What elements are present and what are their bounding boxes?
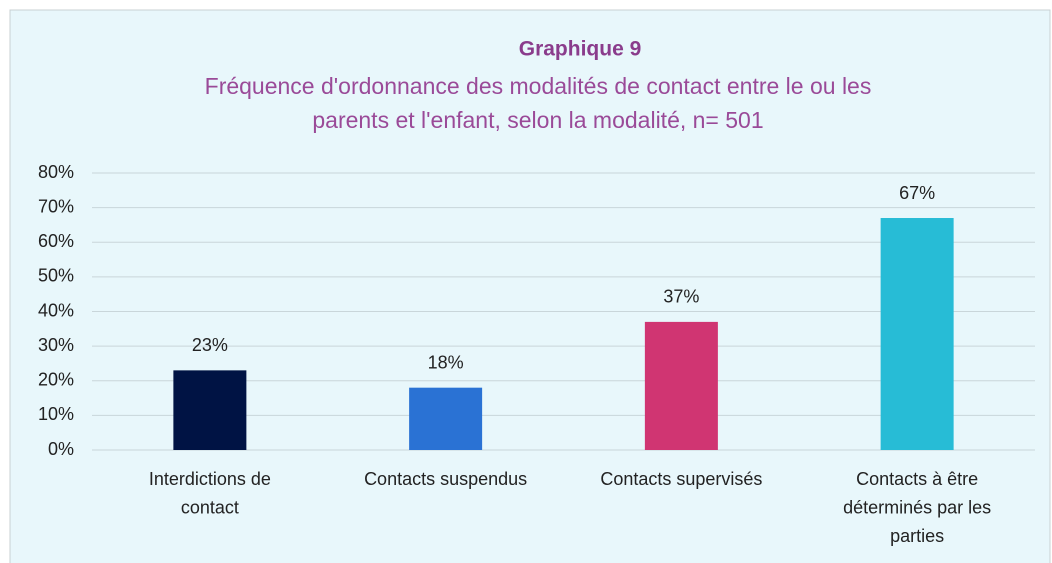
value-label: 37%	[663, 287, 699, 307]
bar	[880, 218, 954, 450]
y-tick-label: 20%	[38, 370, 74, 390]
value-label: 67%	[899, 183, 935, 203]
x-tick-label: Contacts supervisés	[600, 469, 762, 489]
value-label: 18%	[428, 352, 464, 372]
bar	[173, 370, 247, 450]
y-tick-label: 80%	[38, 162, 74, 182]
y-tick-label: 60%	[38, 231, 74, 251]
y-tick-label: 10%	[38, 404, 74, 424]
chart-subtitle: Fréquence d'ordonnance des modalités de …	[205, 73, 872, 133]
x-tick-label: Contacts à être déterminés par les parties	[843, 469, 991, 546]
value-label: 23%	[192, 335, 228, 355]
bar	[644, 321, 718, 450]
y-tick-label: 30%	[38, 335, 74, 355]
y-tick-label: 0%	[48, 439, 74, 459]
x-tick-label: Contacts suspendus	[364, 469, 527, 489]
y-tick-label: 40%	[38, 300, 74, 320]
chart-background	[9, 9, 1051, 563]
y-tick-label: 70%	[38, 196, 74, 216]
x-tick-label: Interdictions de contact	[149, 469, 271, 518]
y-tick-label: 50%	[38, 266, 74, 286]
bar	[409, 387, 483, 450]
chart-title: Graphique 9	[519, 38, 642, 61]
